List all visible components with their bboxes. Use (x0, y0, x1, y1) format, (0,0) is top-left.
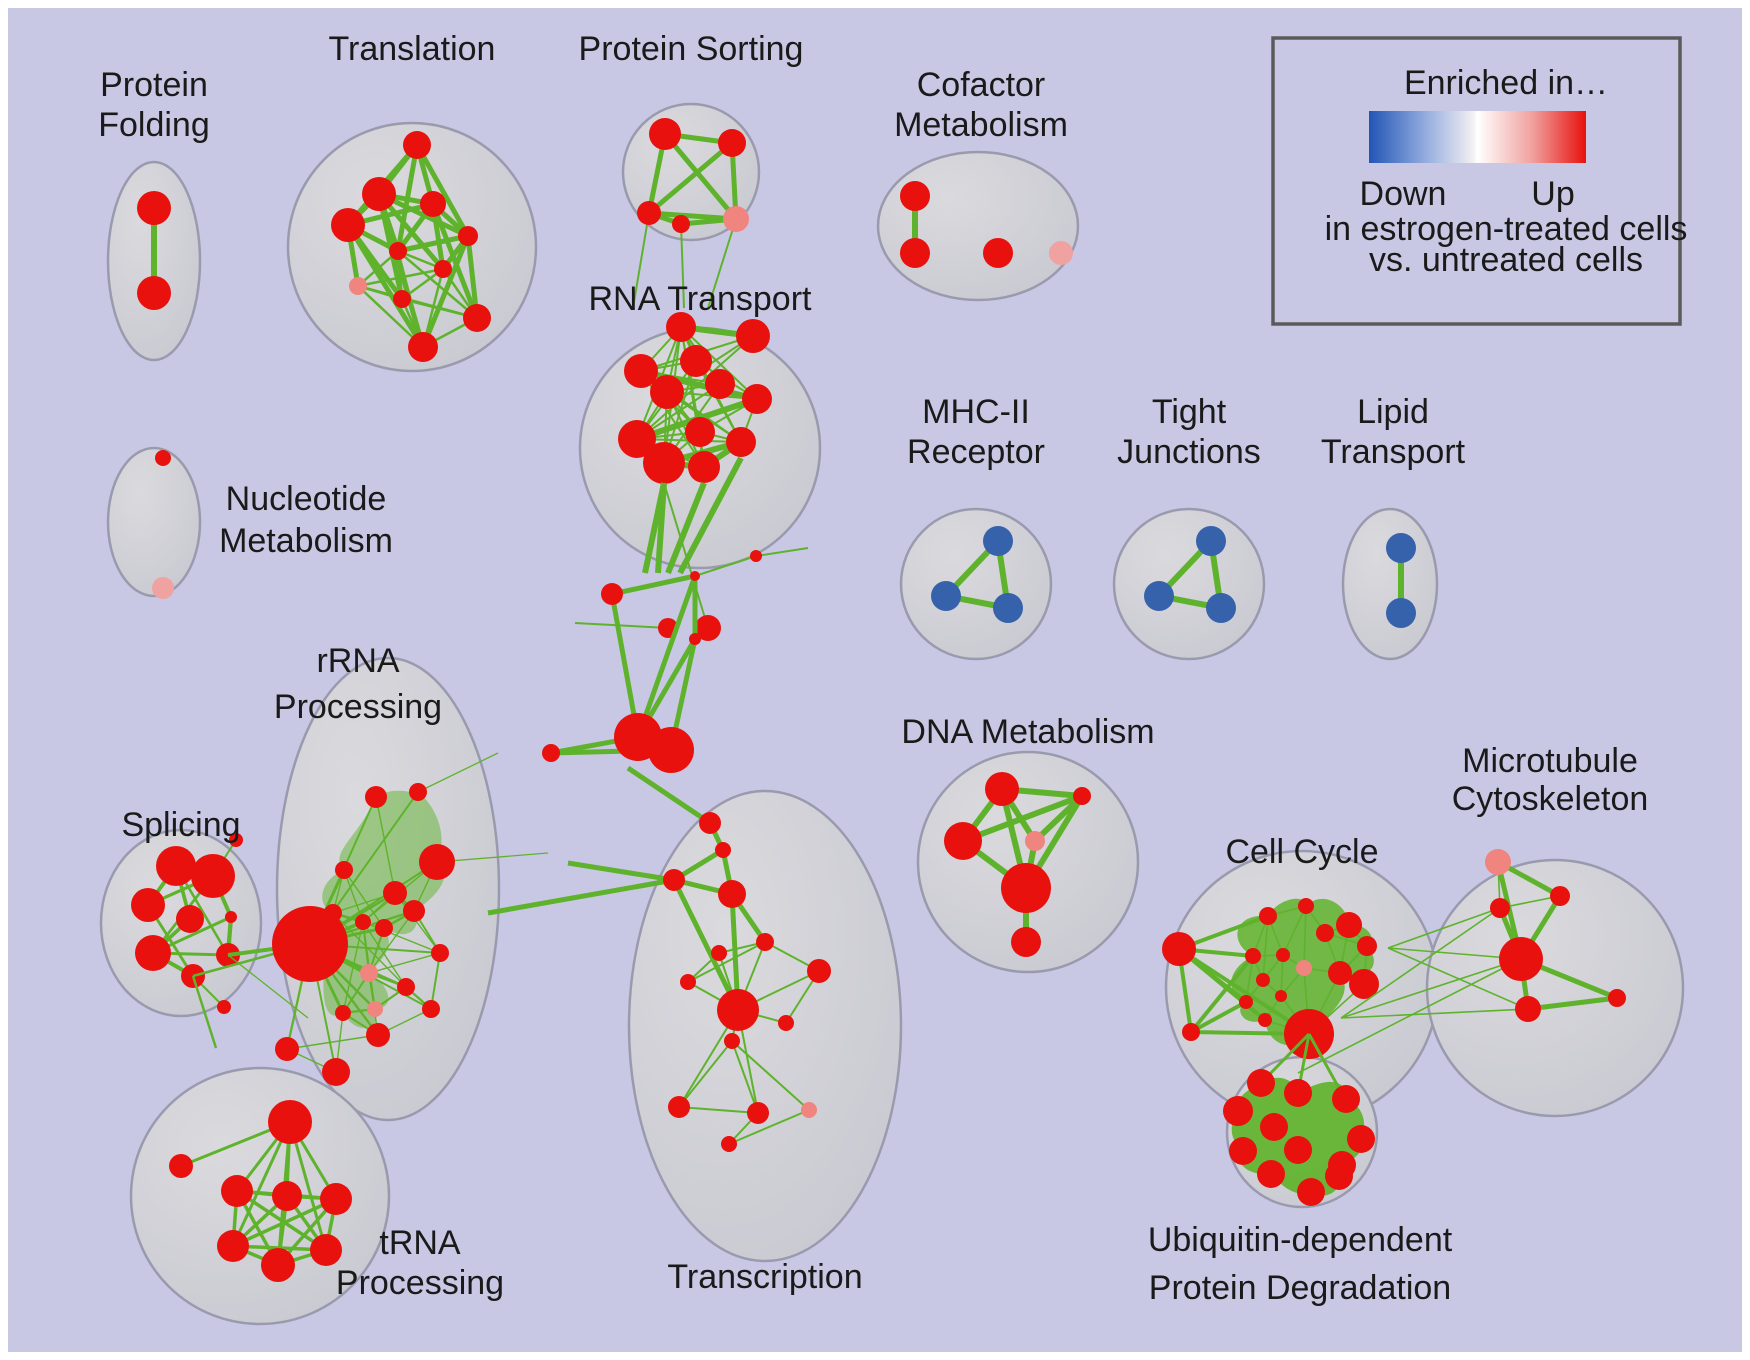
svg-text:Receptor: Receptor (907, 433, 1045, 471)
svg-text:DNA Metabolism: DNA Metabolism (901, 713, 1154, 751)
svg-text:Metabolism: Metabolism (219, 522, 393, 560)
svg-text:Nucleotide: Nucleotide (226, 480, 387, 518)
svg-text:RNA Transport: RNA Transport (589, 280, 813, 318)
svg-text:Cofactor: Cofactor (917, 66, 1046, 104)
svg-text:Processing: Processing (336, 1264, 504, 1302)
svg-text:Cell Cycle: Cell Cycle (1225, 833, 1378, 871)
svg-text:Translation: Translation (329, 30, 496, 68)
svg-text:Junctions: Junctions (1117, 433, 1261, 471)
svg-text:Protein Degradation: Protein Degradation (1149, 1269, 1451, 1307)
svg-text:Protein Sorting: Protein Sorting (579, 30, 804, 68)
svg-text:Protein: Protein (100, 66, 208, 104)
svg-text:rRNA: rRNA (316, 642, 399, 680)
svg-text:Cytoskeleton: Cytoskeleton (1452, 780, 1649, 818)
svg-text:Microtubule: Microtubule (1462, 742, 1638, 780)
svg-text:Transcription: Transcription (667, 1258, 862, 1296)
svg-text:Metabolism: Metabolism (894, 106, 1068, 144)
svg-text:Transport: Transport (1321, 433, 1466, 471)
svg-text:Processing: Processing (274, 688, 442, 726)
svg-text:Up: Up (1531, 175, 1574, 213)
svg-text:Folding: Folding (98, 106, 210, 144)
svg-text:tRNA: tRNA (379, 1224, 461, 1262)
svg-text:Ubiquitin-dependent: Ubiquitin-dependent (1148, 1221, 1453, 1259)
svg-text:Lipid: Lipid (1357, 393, 1429, 431)
svg-text:Enriched in…: Enriched in… (1404, 64, 1608, 102)
svg-text:Tight: Tight (1152, 393, 1227, 431)
svg-text:Splicing: Splicing (121, 806, 240, 844)
svg-text:Down: Down (1360, 175, 1447, 213)
svg-text:MHC-II: MHC-II (922, 393, 1030, 431)
svg-text:vs. untreated cells: vs. untreated cells (1369, 241, 1643, 279)
